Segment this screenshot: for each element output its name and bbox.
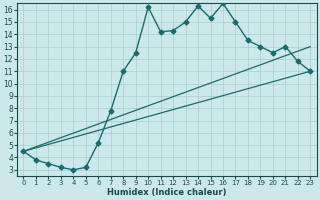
X-axis label: Humidex (Indice chaleur): Humidex (Indice chaleur): [107, 188, 227, 197]
